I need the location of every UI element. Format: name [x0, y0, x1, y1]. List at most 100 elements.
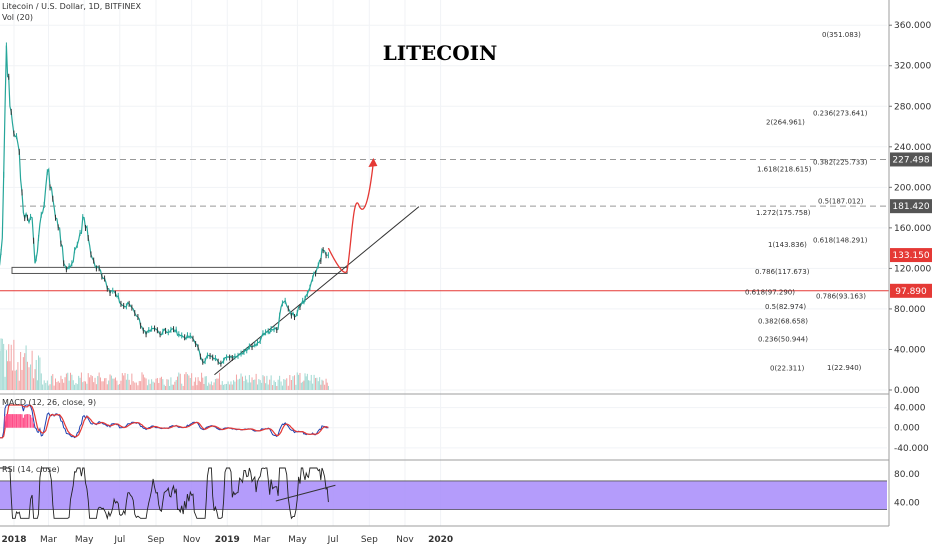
volume-bar: [34, 369, 36, 390]
volume-bar: [145, 378, 147, 390]
volume-bar: [166, 379, 168, 390]
volume-bar: [61, 379, 63, 390]
volume-bar: [175, 379, 177, 390]
fib-label: 0.786(93.163): [816, 293, 866, 301]
volume-bar: [22, 357, 24, 390]
volume-bar: [26, 361, 28, 390]
volume-bar: [242, 376, 244, 390]
volume-bar: [14, 370, 16, 390]
volume-bar: [259, 380, 261, 390]
volume-bar: [33, 378, 35, 390]
price-label-box: [890, 283, 932, 298]
volume-bar: [152, 381, 154, 390]
volume-bar: [234, 381, 236, 390]
macd-tick-label: 40.000: [894, 404, 926, 414]
volume-bar: [138, 381, 140, 390]
volume-bar: [198, 380, 200, 390]
volume-bar: [284, 379, 286, 390]
volume-bar: [208, 382, 210, 390]
volume-bar: [63, 382, 65, 390]
volume-bar: [206, 385, 208, 390]
volume-bar: [155, 378, 157, 390]
volume-bar: [67, 372, 69, 390]
volume-bar: [79, 377, 81, 390]
volume-bar: [265, 383, 267, 390]
volume-bar: [120, 380, 122, 390]
volume-bar: [254, 379, 256, 390]
volume-bar: [24, 353, 26, 390]
volume-bar: [134, 382, 136, 390]
volume-bar: [267, 384, 269, 390]
volume-bar: [184, 374, 186, 390]
volume-bar: [52, 374, 54, 390]
volume-bar: [151, 379, 153, 390]
volume-bar: [60, 375, 62, 390]
volume-bar: [99, 377, 101, 390]
rsi-panel: [0, 467, 336, 521]
volume-bar: [105, 378, 107, 390]
volume-bar: [272, 385, 274, 390]
volume-bar: [262, 375, 264, 390]
volume-bar: [316, 377, 318, 390]
volume-bar: [43, 380, 45, 390]
volume-bar: [196, 385, 198, 390]
symbol-header: Litecoin / U.S. Dollar, 1D, BITFINEX: [2, 2, 141, 11]
volume-bar: [286, 378, 288, 390]
volume-bar: [114, 377, 116, 390]
volume-bar: [108, 380, 110, 390]
volume-bar: [248, 375, 250, 390]
volume-bar: [309, 380, 311, 390]
volume-bar: [203, 383, 205, 390]
volume-bar: [185, 372, 187, 390]
volume-bar: [65, 373, 67, 390]
volume-bar: [277, 379, 279, 390]
volume-bar: [287, 385, 289, 390]
volume-bar: [269, 379, 271, 390]
macd-histogram-bar: [9, 414, 11, 428]
macd-histogram-bar: [21, 414, 23, 428]
volume-bar: [214, 379, 216, 390]
fib-label: 0.5(82.974): [765, 303, 806, 311]
volume-bar: [201, 372, 203, 390]
x-tick-label: Nov: [183, 535, 201, 545]
volume-bar: [74, 384, 76, 390]
x-tick-label: 2019: [215, 535, 240, 545]
macd-histogram-bar: [22, 417, 24, 428]
volume-bar: [189, 378, 191, 390]
volume-bar: [31, 350, 33, 390]
volume-bar: [46, 380, 48, 390]
volume-bar: [230, 381, 232, 390]
volume-bar: [217, 378, 219, 390]
volume-bar: [162, 379, 164, 390]
y-tick-label: 40.000: [894, 345, 926, 355]
volume-bar: [294, 375, 296, 390]
fib-label: 0.618(148.291): [813, 237, 868, 245]
volume-bar: [233, 380, 235, 390]
volume-bar: [319, 377, 321, 390]
price-label-text: 181.420: [892, 202, 929, 212]
volume-bar: [69, 372, 71, 390]
price-series: [0, 42, 329, 367]
volume-bar: [237, 379, 239, 390]
grid: [0, 0, 887, 526]
volume-bar: [273, 380, 275, 390]
volume-bar: [50, 375, 52, 390]
volume-bar: [137, 385, 139, 390]
volume-bar: [0, 338, 2, 390]
volume-bar: [119, 384, 121, 390]
volume-bar: [310, 374, 312, 390]
volume-bar: [123, 375, 125, 390]
macd-histogram-bar: [18, 414, 20, 428]
volume-bar: [146, 385, 148, 390]
volume-bar: [1, 338, 3, 390]
fib-label: 0(22.311): [770, 364, 805, 372]
volume-bar: [54, 378, 56, 390]
macd-header: MACD (12, 26, close, 9): [2, 398, 97, 407]
volume-bar: [64, 377, 66, 390]
volume-bar: [163, 384, 165, 390]
volume-bar: [18, 380, 20, 390]
volume-bar: [75, 383, 77, 390]
y-tick-label: 120.000: [894, 264, 931, 274]
volume-bar: [202, 377, 204, 390]
